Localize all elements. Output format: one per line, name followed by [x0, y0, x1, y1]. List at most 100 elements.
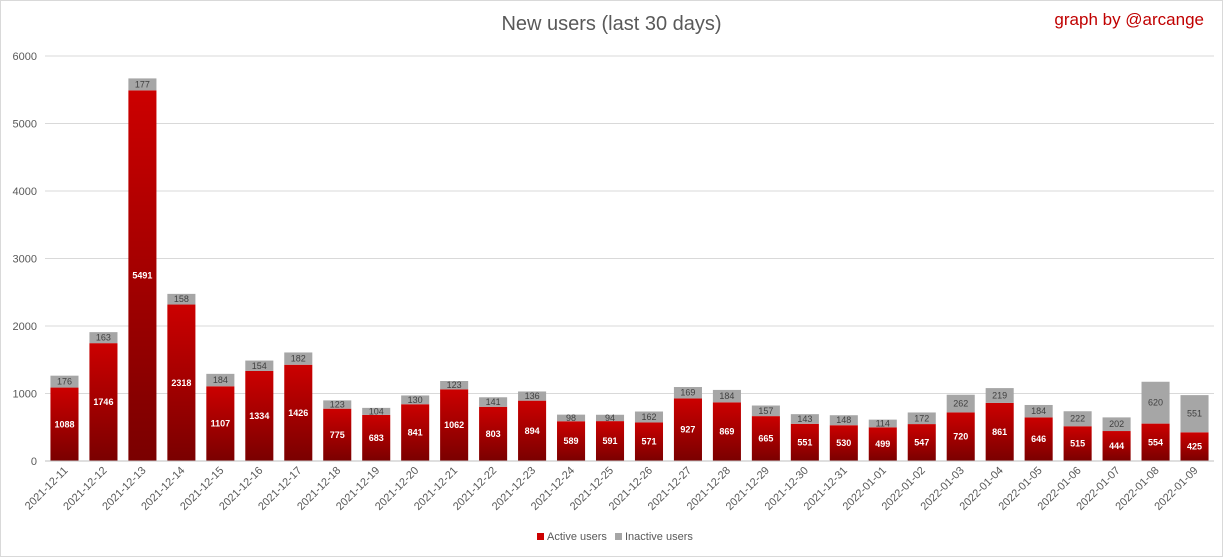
bar-active [634, 422, 664, 461]
data-label-active: 551 [797, 437, 812, 447]
data-label-active: 1426 [288, 408, 308, 418]
bar-active [89, 343, 118, 461]
bar-inactive [518, 391, 547, 401]
data-label-active: 775 [330, 430, 345, 440]
data-label-active: 841 [408, 428, 423, 438]
bar-active [206, 386, 235, 461]
bar-inactive [50, 375, 79, 388]
bar-active [946, 412, 975, 461]
data-label-inactive: 154 [252, 361, 267, 371]
bar-active [440, 389, 469, 461]
data-label-active: 547 [914, 438, 929, 448]
data-label-active: 683 [369, 433, 384, 443]
data-label-active: 425 [1187, 442, 1202, 452]
data-label-inactive: 176 [57, 377, 72, 387]
bar-inactive [751, 405, 780, 417]
y-tick-label: 3000 [13, 254, 37, 266]
data-label-inactive: 162 [641, 412, 656, 422]
data-label-inactive: 202 [1109, 419, 1124, 429]
y-tick-label: 0 [31, 456, 37, 468]
data-label-active: 1062 [444, 420, 464, 430]
bar-active [1102, 431, 1131, 461]
data-label-inactive: 222 [1070, 414, 1085, 424]
bar-active [401, 404, 430, 461]
data-label-active: 894 [525, 426, 540, 436]
bar-inactive [245, 360, 274, 371]
bar-inactive [790, 414, 819, 424]
bar-inactive [634, 411, 664, 423]
data-label-active: 571 [641, 437, 656, 447]
data-label-inactive: 98 [566, 413, 576, 423]
bar-inactive [479, 397, 508, 407]
bar-active [245, 370, 274, 461]
data-label-inactive: 169 [680, 388, 695, 398]
graph-credit: graph by @arcange [1054, 10, 1204, 29]
data-label-inactive: 130 [408, 395, 423, 405]
data-label-inactive: 157 [758, 406, 773, 416]
bar-inactive [1180, 395, 1209, 433]
legend-swatch-inactive [615, 533, 622, 540]
data-label-inactive: 143 [797, 414, 812, 424]
bar-inactive [440, 381, 469, 390]
bar-active [673, 398, 702, 461]
bar-active [751, 416, 780, 461]
y-tick-label: 1000 [13, 389, 37, 401]
data-label-inactive: 551 [1187, 409, 1202, 419]
data-label-inactive: 136 [525, 391, 540, 401]
data-label-inactive: 177 [135, 79, 150, 89]
data-label-active: 589 [564, 436, 579, 446]
legend-label-active: Active users [547, 531, 607, 543]
data-label-active: 554 [1148, 437, 1163, 447]
data-label-active: 5491 [132, 271, 152, 281]
data-label-inactive: 184 [719, 391, 734, 401]
y-tick-label: 4000 [13, 186, 37, 198]
bar-active [362, 414, 391, 461]
data-label-inactive: 94 [605, 413, 615, 423]
data-label-inactive: 158 [174, 294, 189, 304]
bar-active [518, 400, 547, 461]
data-label-active: 444 [1109, 441, 1124, 451]
bar-inactive [362, 407, 391, 415]
bar-active [128, 90, 157, 462]
bar-inactive [907, 412, 936, 425]
bar-inactive [673, 387, 702, 399]
bar-inactive [284, 352, 313, 365]
bar-inactive [946, 394, 975, 413]
bar-inactive [1063, 411, 1092, 427]
bar-active [323, 408, 352, 461]
bar-active [1024, 417, 1053, 461]
data-label-active: 861 [992, 427, 1007, 437]
bar-active [1180, 432, 1209, 461]
bar-active [1063, 426, 1092, 461]
bar-active [907, 424, 936, 461]
data-label-active: 1334 [249, 411, 269, 421]
bar-inactive [323, 400, 352, 409]
bar-active [712, 402, 741, 461]
bar-inactive [1141, 381, 1170, 424]
data-label-inactive: 104 [369, 406, 384, 416]
data-label-active: 927 [680, 425, 695, 435]
bar-active [50, 387, 79, 461]
bar-inactive [595, 414, 625, 422]
data-label-inactive: 184 [213, 375, 228, 385]
bar-inactive [89, 332, 118, 344]
bar-active [1141, 423, 1170, 461]
data-label-inactive: 182 [291, 354, 306, 364]
data-label-active: 2318 [171, 378, 191, 388]
bar-inactive [829, 415, 858, 426]
data-label-inactive: 148 [836, 415, 851, 425]
bar-inactive [1024, 404, 1053, 418]
data-label-inactive: 123 [447, 380, 462, 390]
data-label-active: 515 [1070, 439, 1085, 449]
bar-active [479, 406, 508, 461]
bar-active [829, 425, 858, 461]
bar-inactive [557, 414, 586, 422]
bar-inactive [868, 419, 897, 428]
data-label-inactive: 172 [914, 413, 929, 423]
data-label-active: 530 [836, 438, 851, 448]
y-tick-label: 5000 [13, 119, 37, 131]
bar-active [790, 423, 819, 461]
bar-active [557, 421, 586, 461]
